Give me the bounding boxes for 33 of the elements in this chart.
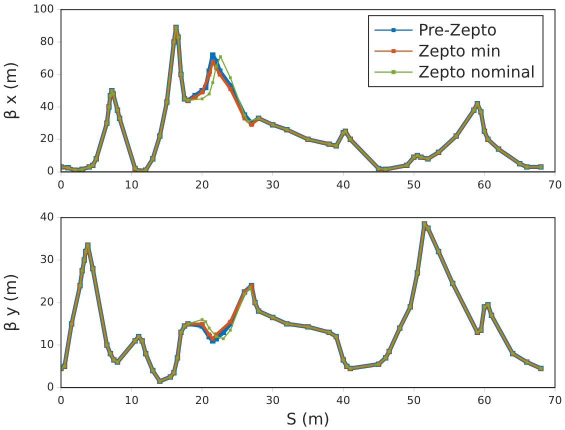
y-tick-label: 40 bbox=[40, 210, 54, 224]
y-tick-label: 0 bbox=[47, 164, 54, 178]
x-tick-label: 40 bbox=[336, 394, 350, 408]
x-tick-label: 60 bbox=[477, 394, 492, 408]
legend-label: Zepto min bbox=[418, 41, 501, 60]
y-tick-label: 100 bbox=[33, 2, 54, 16]
y-tick-label: 60 bbox=[40, 67, 54, 80]
x-tick-label: 10 bbox=[124, 394, 139, 408]
y-tick-label: 30 bbox=[40, 252, 54, 266]
y-tick-label: 80 bbox=[40, 34, 54, 48]
legend-label: Pre-Zepto bbox=[418, 20, 497, 40]
legend-label: Zepto nominal bbox=[418, 62, 536, 82]
x-tick-label: 20 bbox=[195, 394, 210, 408]
y-tick-label: 20 bbox=[40, 132, 54, 146]
x-tick-label: 30 bbox=[266, 178, 280, 192]
x-tick-label: 0 bbox=[58, 394, 64, 408]
x-tick-label: 50 bbox=[406, 178, 421, 192]
y-tick-label: 40 bbox=[40, 100, 54, 113]
y-tick-label: 10 bbox=[40, 338, 54, 351]
x-axis-title: S (m) bbox=[286, 410, 330, 429]
y-axis-title: β y (m) bbox=[0, 274, 20, 332]
y-tick-label: 0 bbox=[47, 380, 54, 394]
x-tick-label: 40 bbox=[336, 178, 350, 192]
y-tick-label: 20 bbox=[40, 295, 54, 308]
x-tick-label: 0 bbox=[58, 178, 64, 192]
x-tick-label: 70 bbox=[548, 394, 562, 408]
x-tick-label: 70 bbox=[548, 178, 562, 192]
x-tick-label: 20 bbox=[195, 178, 210, 192]
y-axis-title: β x (m) bbox=[0, 62, 20, 120]
x-tick-label: 30 bbox=[266, 394, 280, 408]
x-tick-label: 60 bbox=[477, 178, 492, 192]
x-tick-label: 50 bbox=[406, 394, 421, 408]
x-tick-label: 10 bbox=[124, 178, 139, 192]
